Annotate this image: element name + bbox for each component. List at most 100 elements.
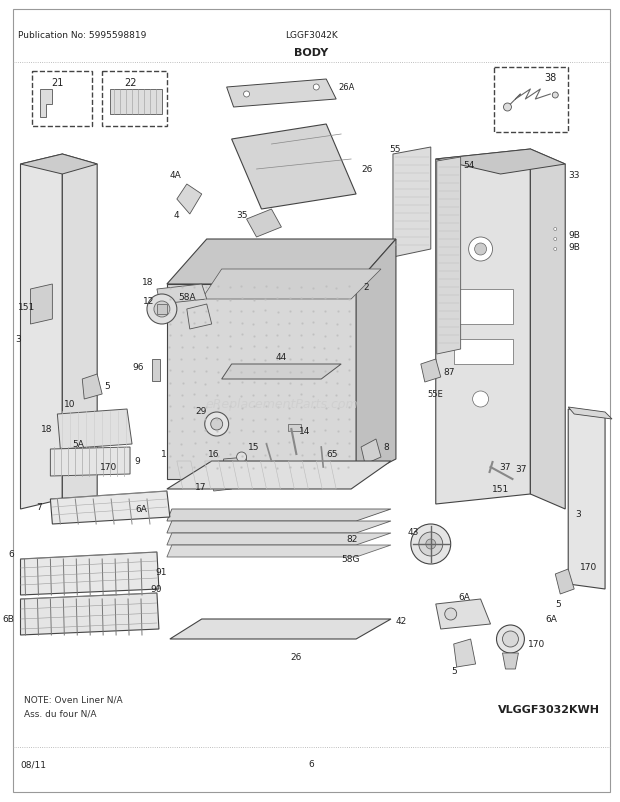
Text: 3: 3 (575, 510, 581, 519)
Polygon shape (63, 155, 97, 500)
Text: eReplacementParts.com: eReplacementParts.com (205, 398, 358, 411)
Text: 15: 15 (248, 443, 260, 452)
Polygon shape (502, 653, 518, 669)
Text: 7: 7 (37, 503, 42, 512)
Text: 5: 5 (556, 600, 561, 609)
Text: 2: 2 (363, 283, 369, 292)
Circle shape (554, 238, 557, 241)
Polygon shape (568, 407, 612, 419)
Text: 5: 5 (104, 382, 110, 391)
Text: 8: 8 (383, 443, 389, 452)
Polygon shape (202, 269, 381, 300)
Circle shape (554, 248, 557, 251)
Polygon shape (167, 461, 391, 489)
Text: LGGF3042K: LGGF3042K (285, 30, 338, 39)
Circle shape (110, 463, 114, 467)
Circle shape (439, 217, 443, 221)
Text: 29: 29 (195, 407, 206, 416)
Text: 18: 18 (41, 425, 52, 434)
Circle shape (237, 452, 247, 463)
Text: 55E: 55E (428, 390, 443, 399)
Text: 22: 22 (124, 78, 136, 88)
Polygon shape (110, 90, 162, 115)
Text: 58A: 58A (178, 294, 196, 302)
Text: 65: 65 (326, 450, 338, 459)
Circle shape (313, 85, 319, 91)
Text: Ass. du four N/A: Ass. du four N/A (24, 709, 97, 718)
Polygon shape (288, 424, 301, 431)
FancyBboxPatch shape (494, 68, 568, 133)
Polygon shape (530, 150, 565, 509)
Text: 82: 82 (346, 535, 358, 544)
Polygon shape (232, 125, 356, 210)
Polygon shape (157, 305, 167, 314)
Text: 18: 18 (143, 278, 154, 287)
Text: 3: 3 (16, 335, 21, 344)
Text: 33: 33 (568, 170, 580, 180)
Text: 6B: 6B (2, 615, 14, 624)
Polygon shape (247, 210, 281, 237)
Text: 10: 10 (64, 400, 76, 409)
Text: 91: 91 (156, 568, 167, 577)
Polygon shape (167, 545, 391, 557)
Text: 5: 5 (451, 666, 456, 675)
Polygon shape (227, 80, 336, 107)
Bar (454, 339, 513, 365)
Circle shape (411, 525, 451, 565)
Text: 14: 14 (299, 427, 311, 436)
Circle shape (211, 419, 223, 431)
Polygon shape (556, 569, 574, 594)
Polygon shape (20, 155, 63, 509)
Text: 5A: 5A (73, 440, 84, 449)
Circle shape (445, 608, 457, 620)
Polygon shape (167, 240, 396, 285)
Text: VLGGF3032KWH: VLGGF3032KWH (498, 704, 600, 714)
Circle shape (107, 460, 117, 469)
Text: 1: 1 (161, 450, 167, 459)
Polygon shape (82, 375, 102, 399)
Text: 9: 9 (134, 457, 140, 466)
Polygon shape (436, 599, 490, 630)
Text: 08/11: 08/11 (20, 759, 46, 768)
Polygon shape (50, 448, 130, 476)
Text: 21: 21 (51, 78, 63, 88)
Text: 55: 55 (389, 145, 401, 154)
Polygon shape (361, 439, 381, 464)
Text: 4: 4 (174, 210, 179, 219)
FancyBboxPatch shape (32, 72, 92, 127)
Text: 35: 35 (236, 210, 247, 219)
Circle shape (439, 198, 443, 202)
Polygon shape (68, 415, 97, 441)
Text: 6: 6 (9, 550, 14, 559)
Polygon shape (177, 184, 202, 215)
Polygon shape (20, 155, 97, 175)
Text: 54: 54 (464, 160, 475, 169)
Text: 26: 26 (291, 653, 302, 662)
Circle shape (469, 237, 492, 261)
Polygon shape (20, 553, 159, 595)
Text: NOTE: Oven Liner N/A: NOTE: Oven Liner N/A (24, 695, 123, 703)
Polygon shape (356, 240, 396, 480)
Polygon shape (50, 492, 170, 525)
Polygon shape (222, 365, 341, 379)
Text: 170: 170 (580, 563, 598, 572)
Text: 87: 87 (444, 368, 455, 377)
Text: 26A: 26A (338, 83, 355, 92)
Polygon shape (40, 90, 52, 118)
Polygon shape (167, 285, 356, 480)
Text: 42: 42 (396, 617, 407, 626)
Circle shape (244, 92, 249, 98)
Polygon shape (454, 639, 476, 667)
Text: 4A: 4A (170, 170, 182, 180)
Circle shape (205, 412, 229, 436)
Text: 9B: 9B (568, 230, 580, 239)
Text: 44: 44 (276, 353, 287, 362)
Circle shape (503, 104, 512, 111)
Polygon shape (167, 521, 391, 533)
Polygon shape (30, 285, 52, 325)
Text: 43: 43 (407, 528, 419, 537)
Polygon shape (393, 148, 431, 257)
Circle shape (154, 302, 170, 318)
Polygon shape (568, 410, 605, 589)
Text: 90: 90 (151, 585, 162, 593)
